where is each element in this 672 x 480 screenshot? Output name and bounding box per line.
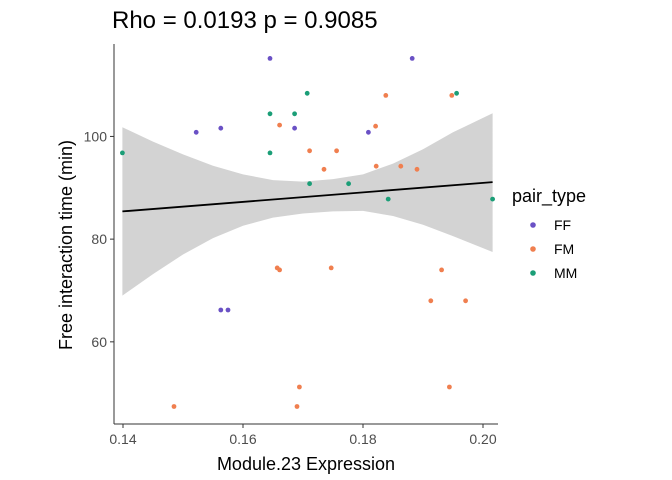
legend: FF FM MM	[530, 217, 577, 281]
data-point-fm	[307, 148, 312, 154]
data-point-mm	[454, 90, 459, 96]
data-point-fm	[373, 163, 379, 169]
data-point-mm	[304, 90, 310, 96]
legend-key-fm	[530, 246, 536, 252]
data-point-mm	[267, 111, 273, 117]
y-axis-title: Free interaction time (min)	[56, 140, 76, 350]
legend-title: pair_type	[512, 186, 586, 207]
data-point-fm	[447, 384, 452, 390]
x-tick-label: 0.18	[349, 431, 376, 447]
data-point-fm	[277, 122, 282, 128]
data-point-ff	[267, 56, 273, 61]
data-point-ff	[409, 56, 415, 61]
data-point-mm	[385, 196, 391, 202]
data-point-fm	[334, 148, 339, 154]
data-point-ff	[292, 125, 297, 131]
data-point-fm	[297, 384, 302, 390]
y-tick-label: 80	[91, 231, 107, 247]
data-point-fm	[449, 93, 455, 98]
data-point-mm	[120, 150, 125, 156]
axis-ticks: 0.14 0.16 0.18 0.20 60 80 100	[84, 128, 497, 447]
data-point-fm	[328, 265, 334, 271]
data-point-ff	[218, 125, 224, 131]
x-tick-label: 0.20	[469, 431, 496, 447]
data-point-fm	[171, 404, 177, 409]
data-point-fm	[463, 298, 468, 304]
data-point-fm	[439, 267, 444, 273]
data-point-fm	[428, 298, 434, 304]
confidence-band	[122, 113, 493, 296]
data-point-fm	[383, 93, 389, 98]
legend-key-ff	[530, 222, 536, 228]
x-tick-label: 0.16	[229, 431, 256, 447]
data-point-ff	[366, 129, 371, 135]
y-tick-label: 60	[91, 334, 107, 350]
data-point-fm	[277, 267, 282, 273]
x-axis-title: Module.23 Expression	[217, 454, 395, 474]
legend-key-mm	[530, 270, 536, 276]
data-point-fm	[294, 404, 300, 409]
data-point-fm	[321, 166, 327, 172]
data-point-mm	[490, 196, 495, 202]
data-point-mm	[267, 150, 273, 156]
data-point-mm	[307, 181, 312, 187]
legend-label-fm: FM	[554, 241, 574, 257]
plot-panel	[120, 56, 495, 409]
legend-label-ff: FF	[554, 217, 571, 233]
data-point-ff	[218, 307, 224, 313]
regression-line	[122, 181, 493, 213]
data-point-fm	[414, 166, 420, 172]
data-point-fm	[398, 163, 404, 169]
data-point-ff	[225, 307, 231, 313]
y-tick-label: 100	[84, 128, 108, 144]
data-point-ff	[193, 129, 199, 135]
legend-label-mm: MM	[554, 265, 577, 281]
chart-title: Rho = 0.0193 p = 0.9085	[112, 7, 378, 34]
x-tick-label: 0.14	[109, 431, 136, 447]
data-point-mm	[292, 111, 297, 117]
data-point-mm	[346, 181, 351, 187]
data-point-fm	[373, 123, 378, 129]
